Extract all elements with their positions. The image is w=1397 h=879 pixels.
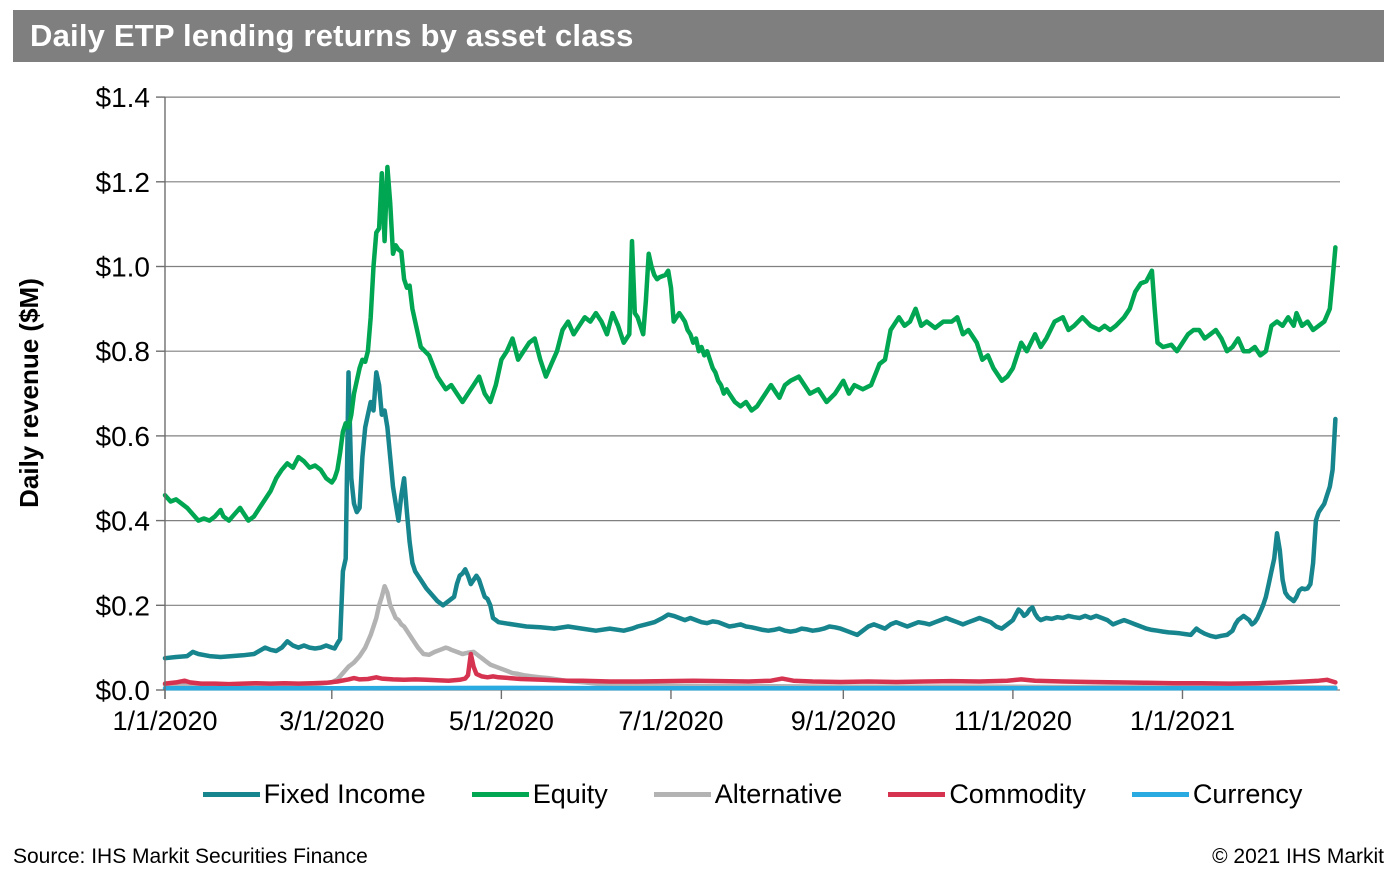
legend-swatch-currency	[1131, 791, 1189, 797]
y-axis-title: Daily revenue ($M)	[14, 278, 44, 508]
legend-swatch-equity	[471, 791, 529, 797]
y-tick-label: $0.2	[96, 590, 151, 621]
y-tick-label: $0.4	[96, 506, 151, 537]
series-line-equity	[162, 164, 1338, 523]
x-tick-label: 5/1/2020	[449, 706, 554, 736]
legend-item-alternative: Alternative	[653, 778, 843, 810]
x-tick-label: 1/1/2020	[112, 706, 217, 736]
x-tick-label: 11/1/2020	[954, 706, 1072, 736]
y-tick-label: $0.0	[96, 675, 151, 706]
y-tick-label: $0.6	[96, 421, 151, 452]
y-tick-label: $0.8	[96, 336, 151, 367]
series-line-fixed-income	[162, 370, 1338, 661]
series-line-commodity	[162, 651, 1338, 687]
footer: Source: IHS Markit Securities Finance © …	[13, 845, 1384, 869]
series-line-alternative	[162, 583, 1338, 690]
y-tick-label: $1.4	[96, 82, 151, 113]
chart-legend: Fixed Income Equity Alternative Commodity Cu…	[165, 771, 1340, 817]
axis-layer	[156, 96, 1184, 699]
legend-swatch-alternative	[653, 791, 711, 797]
grid-layer	[165, 96, 1340, 691]
legend-item-currency: Currency	[1131, 778, 1303, 810]
x-tick-label: 1/1/2021	[1130, 706, 1235, 736]
legend-label-currency: Currency	[1192, 778, 1303, 809]
chart-title: Daily ETP lending returns by asset class	[30, 18, 634, 53]
legend-swatch-commodity	[888, 791, 946, 797]
x-tick-label: 9/1/2020	[791, 706, 896, 736]
x-tick-label: 7/1/2020	[618, 706, 723, 736]
legend-label-fixed-income: Fixed Income	[263, 778, 426, 809]
chart-title-bar: Daily ETP lending returns by asset class	[13, 10, 1384, 62]
source-note: Source: IHS Markit Securities Finance	[13, 845, 368, 868]
legend-item-equity: Equity	[471, 778, 608, 810]
legend-label-equity: Equity	[532, 778, 608, 809]
legend-swatch-fixed-income	[202, 791, 260, 797]
legend-item-fixed-income: Fixed Income	[202, 778, 426, 810]
legend-label-alternative: Alternative	[714, 778, 843, 809]
y-tick-label: $1.0	[96, 252, 151, 283]
label-layer: $0.0 $0.2 $0.4 $0.6 $0.8 $1.0 $1.2 $1.4 1/1/2020…	[96, 82, 1236, 736]
series-layer	[162, 164, 1338, 691]
legend-item-commodity: Commodity	[888, 779, 1086, 810]
y-tick-label: $1.2	[96, 167, 151, 198]
copyright-note: © 2021 IHS Markit	[1212, 845, 1384, 868]
legend-label-commodity: Commodity	[949, 778, 1086, 809]
x-tick-label: 3/1/2020	[279, 706, 384, 736]
